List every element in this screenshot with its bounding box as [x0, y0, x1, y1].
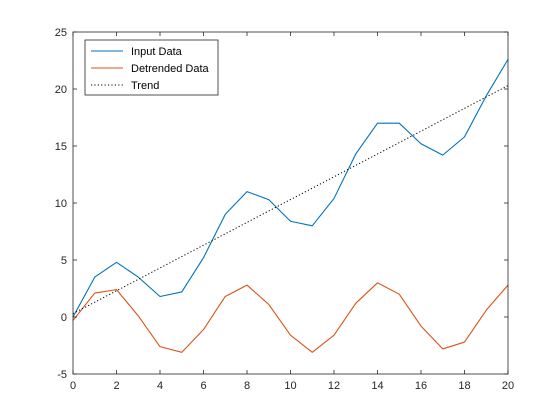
y-tick-label: 5	[61, 255, 67, 267]
x-axis: 0 2 4 6 8 10 12 14 16 18 20	[70, 32, 514, 392]
y-axis: -5 0 5 10 15 20 25	[55, 27, 508, 381]
x-tick-label: 4	[157, 380, 163, 392]
x-tick-label: 18	[458, 380, 470, 392]
x-tick-label: 12	[328, 380, 340, 392]
y-tick-label: 0	[61, 312, 67, 324]
x-tick-label: 8	[244, 380, 250, 392]
series-line-detrended-data	[72, 282, 509, 353]
series-line-input-data	[72, 59, 509, 318]
x-tick-label: 0	[70, 380, 76, 392]
x-tick-label: 2	[113, 380, 119, 392]
series-layer	[72, 59, 509, 353]
x-tick-label: 20	[502, 380, 514, 392]
y-tick-label: -5	[57, 369, 67, 381]
x-tick-label: 14	[371, 380, 383, 392]
y-tick-label: 10	[55, 198, 67, 210]
y-tick-label: 25	[55, 27, 67, 39]
y-tick-label: 20	[55, 84, 67, 96]
legend-label: Trend	[131, 80, 159, 92]
series-line-trend	[72, 85, 509, 315]
legend-label: Input Data	[131, 46, 183, 58]
y-tick-label: 15	[55, 141, 67, 153]
x-tick-label: 6	[200, 380, 206, 392]
legend: Input Data Detrended Data Trend	[84, 39, 219, 96]
x-tick-label: 16	[415, 380, 427, 392]
legend-label: Detrended Data	[131, 63, 210, 75]
x-tick-label: 10	[284, 380, 296, 392]
